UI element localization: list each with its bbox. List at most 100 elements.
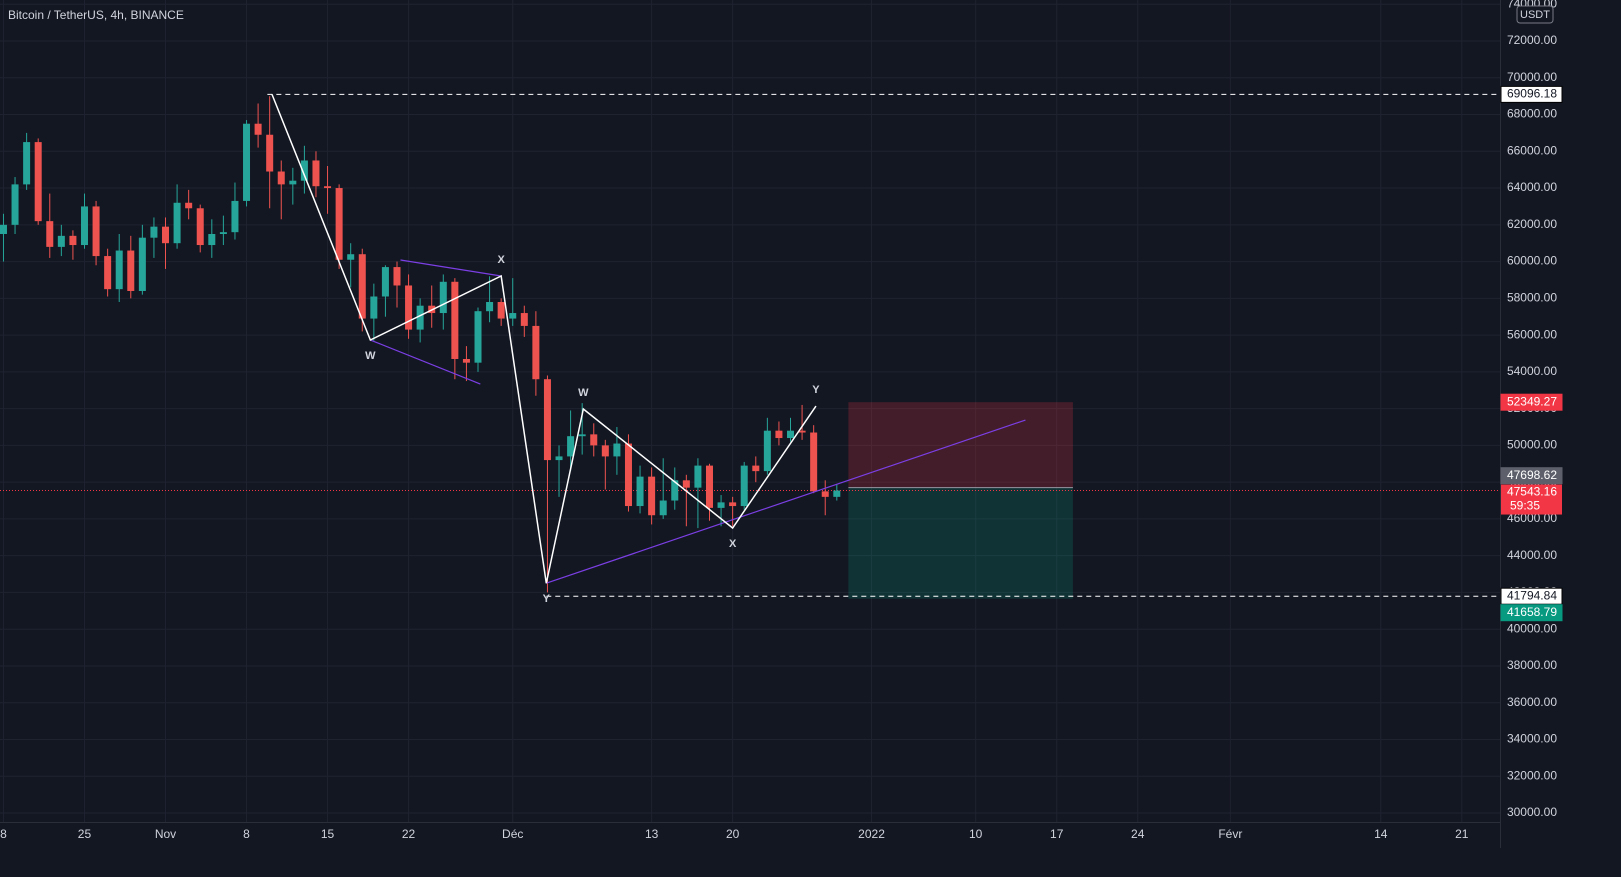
candle-body [138, 237, 146, 291]
wave-label: W [578, 387, 589, 399]
candle-body [219, 232, 227, 235]
wave-line [271, 94, 817, 584]
candle-body [57, 235, 65, 247]
candle-body [300, 160, 308, 181]
last-price-box [1501, 484, 1562, 515]
candle-body [694, 465, 702, 488]
level-label: 41794.84 [1507, 588, 1557, 602]
y-tick-label: 66000.00 [1507, 143, 1557, 157]
candle-body [266, 134, 274, 172]
x-tick-label: Nov [155, 827, 176, 841]
candle-body [555, 456, 563, 461]
candle-body [289, 180, 297, 185]
y-tick-label: 34000.00 [1507, 732, 1557, 746]
target-label: 41658.79 [1507, 605, 1557, 619]
candle-body [787, 430, 795, 439]
x-tick-label: 2022 [858, 827, 885, 841]
target-label-box [1500, 604, 1563, 622]
candle-body [115, 250, 123, 290]
entry-label: 47698.62 [1507, 468, 1557, 482]
wave-label: X [497, 254, 505, 266]
candle-body [173, 202, 181, 244]
x-tick-label: 17 [1050, 827, 1064, 841]
x-tick-label: 25 [78, 827, 92, 841]
y-tick-label: 40000.00 [1507, 621, 1557, 635]
candle-body [833, 490, 841, 497]
candle-body [34, 142, 42, 222]
stop-label: 52349.27 [1507, 394, 1557, 408]
candle-body [567, 436, 575, 457]
y-tick-label: 38000.00 [1507, 658, 1557, 672]
candle-body [162, 226, 170, 244]
candle-body [752, 465, 760, 472]
y-tick-label: 46000.00 [1507, 511, 1557, 525]
plot: W X Y W X Y [0, 93, 1500, 605]
x-tick-label: Déc [502, 827, 523, 841]
candle-body [682, 480, 690, 488]
candle-body [624, 443, 632, 507]
candle-body [775, 430, 783, 439]
candle-body [520, 313, 528, 326]
wave-label: X [729, 538, 737, 550]
x-tick-label: 8 [0, 827, 7, 841]
y-tick-label: 62000.00 [1507, 217, 1557, 231]
candle-body [798, 430, 806, 433]
trendline [546, 419, 1026, 584]
candle-body [381, 267, 389, 297]
x-tick-label: 22 [402, 827, 416, 841]
candle-body [462, 358, 470, 363]
x-tick-label: 24 [1131, 827, 1145, 841]
candle-body [613, 443, 621, 457]
candle-body [486, 302, 494, 312]
candle-body [729, 502, 737, 507]
level-label-box [1500, 85, 1563, 103]
trendline [370, 339, 481, 385]
grid [0, 0, 1500, 822]
countdown-label: 59:35 [1510, 499, 1540, 513]
wave-label: W [365, 350, 376, 362]
candle-body [358, 254, 366, 319]
y-tick-label: 36000.00 [1507, 695, 1557, 709]
candle-body [648, 476, 656, 516]
currency-badge [1516, 5, 1554, 24]
candle-body [46, 221, 54, 247]
candle-body [11, 184, 19, 225]
y-tick-label: 56000.00 [1507, 327, 1557, 341]
x-tick-label: 15 [321, 827, 335, 841]
y-tick-label: 72000.00 [1507, 33, 1557, 47]
candle-body [127, 250, 135, 291]
candle-body [347, 254, 355, 260]
candle-body [0, 224, 7, 235]
candle-body [80, 206, 88, 246]
x-tick-label: 13 [645, 827, 659, 841]
candle-body [104, 256, 112, 290]
candle-body [208, 234, 216, 246]
wave-label: Y [543, 593, 551, 605]
stop-label-box [1500, 393, 1563, 411]
last-price-label: 47543.16 [1507, 485, 1557, 499]
candle-body [370, 296, 378, 319]
candle-body [324, 186, 332, 189]
candle-body [717, 502, 725, 508]
candle-body [763, 430, 771, 472]
y-tick-label: 74000.00 [1507, 0, 1557, 10]
y-tick-label: 44000.00 [1507, 548, 1557, 562]
candle-body [393, 267, 401, 286]
x-tick-label: 21 [1455, 827, 1469, 841]
y-tick-label: 54000.00 [1507, 364, 1557, 378]
candle-body [196, 208, 204, 246]
stop-zone [848, 402, 1073, 488]
candle-body [705, 465, 713, 508]
level-label: 69096.18 [1507, 87, 1557, 101]
candle-body [509, 313, 517, 319]
candle-body [231, 200, 239, 233]
x-tick-label: Févr [1218, 827, 1242, 841]
currency-label: USDT [1520, 9, 1550, 21]
y-tick-label: 70000.00 [1507, 70, 1557, 84]
chart-title: Bitcoin / TetherUS, 4h, BINANCE [8, 8, 184, 22]
y-tick-label: 60000.00 [1507, 254, 1557, 268]
x-tick-label: 8 [243, 827, 250, 841]
candle-body [416, 305, 424, 330]
candle-body [405, 285, 413, 330]
axes: 30000.00 32000.00 34000.00 36000.00 38000.00… [0, 0, 1563, 841]
